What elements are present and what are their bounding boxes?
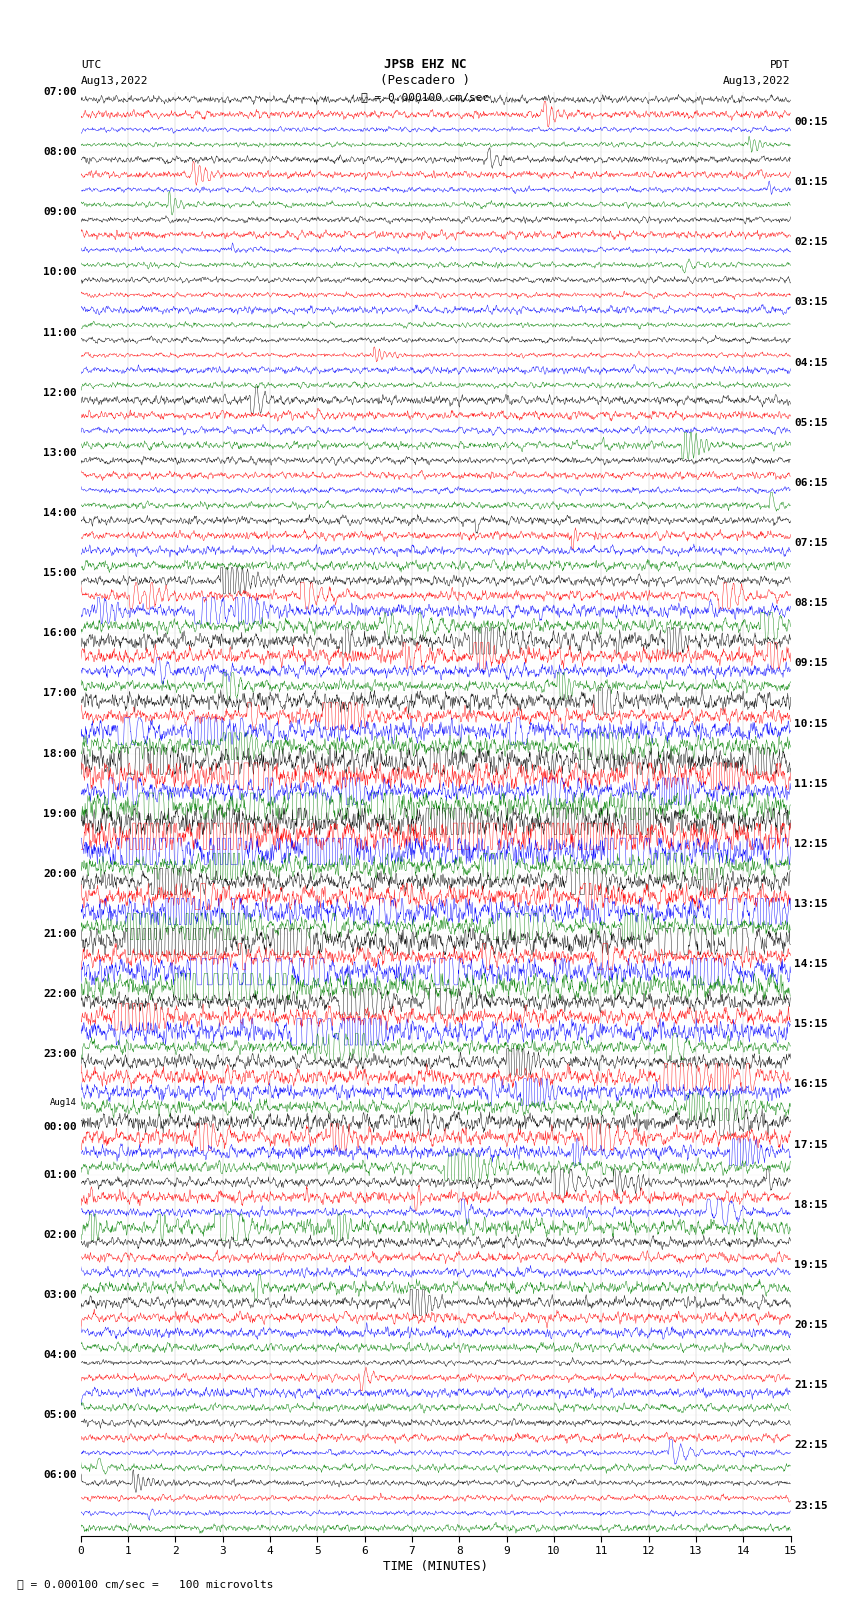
Text: 13:00: 13:00 xyxy=(43,448,77,458)
Text: 19:15: 19:15 xyxy=(794,1260,828,1269)
Text: 14:00: 14:00 xyxy=(43,508,77,518)
Text: 22:15: 22:15 xyxy=(794,1440,828,1450)
Text: 02:00: 02:00 xyxy=(43,1229,77,1240)
Text: 12:15: 12:15 xyxy=(794,839,828,848)
Text: 06:15: 06:15 xyxy=(794,477,828,487)
Text: 08:00: 08:00 xyxy=(43,147,77,156)
Text: 03:00: 03:00 xyxy=(43,1290,77,1300)
Text: (Pescadero ): (Pescadero ) xyxy=(380,74,470,87)
Text: JPSB EHZ NC: JPSB EHZ NC xyxy=(383,58,467,71)
Text: 12:00: 12:00 xyxy=(43,387,77,398)
Text: 11:15: 11:15 xyxy=(794,779,828,789)
Text: 00:15: 00:15 xyxy=(794,118,828,127)
Text: 03:15: 03:15 xyxy=(794,297,828,308)
Text: 05:15: 05:15 xyxy=(794,418,828,427)
Text: 04:00: 04:00 xyxy=(43,1350,77,1360)
Text: 05:00: 05:00 xyxy=(43,1410,77,1421)
Text: 20:00: 20:00 xyxy=(43,869,77,879)
Text: 16:15: 16:15 xyxy=(794,1079,828,1089)
X-axis label: TIME (MINUTES): TIME (MINUTES) xyxy=(383,1560,488,1573)
Text: Aug13,2022: Aug13,2022 xyxy=(723,76,791,85)
Text: 23:00: 23:00 xyxy=(43,1050,77,1060)
Text: 19:00: 19:00 xyxy=(43,808,77,819)
Text: 15:15: 15:15 xyxy=(794,1019,828,1029)
Text: 09:15: 09:15 xyxy=(794,658,828,668)
Text: 18:00: 18:00 xyxy=(43,748,77,758)
Text: PDT: PDT xyxy=(770,60,790,69)
Text: 07:00: 07:00 xyxy=(43,87,77,97)
Text: 06:00: 06:00 xyxy=(43,1471,77,1481)
Text: UTC: UTC xyxy=(81,60,101,69)
Text: ⏐ = 0.000100 cm/sec: ⏐ = 0.000100 cm/sec xyxy=(361,92,489,102)
Text: ⏐ = 0.000100 cm/sec =   100 microvolts: ⏐ = 0.000100 cm/sec = 100 microvolts xyxy=(17,1579,274,1589)
Text: 00:00: 00:00 xyxy=(43,1121,77,1132)
Text: 09:00: 09:00 xyxy=(43,206,77,218)
Text: 02:15: 02:15 xyxy=(794,237,828,247)
Text: 14:15: 14:15 xyxy=(794,960,828,969)
Text: 18:15: 18:15 xyxy=(794,1200,828,1210)
Text: Aug14: Aug14 xyxy=(50,1098,77,1107)
Text: 15:00: 15:00 xyxy=(43,568,77,577)
Text: 08:15: 08:15 xyxy=(794,598,828,608)
Text: 13:15: 13:15 xyxy=(794,898,828,910)
Text: 10:00: 10:00 xyxy=(43,268,77,277)
Text: 01:00: 01:00 xyxy=(43,1169,77,1179)
Text: 01:15: 01:15 xyxy=(794,177,828,187)
Text: Aug13,2022: Aug13,2022 xyxy=(81,76,148,85)
Text: 17:00: 17:00 xyxy=(43,689,77,698)
Text: 17:15: 17:15 xyxy=(794,1140,828,1150)
Text: 20:15: 20:15 xyxy=(794,1319,828,1331)
Text: 21:00: 21:00 xyxy=(43,929,77,939)
Text: 04:15: 04:15 xyxy=(794,358,828,368)
Text: 10:15: 10:15 xyxy=(794,718,828,729)
Text: 16:00: 16:00 xyxy=(43,629,77,639)
Text: 07:15: 07:15 xyxy=(794,539,828,548)
Text: 11:00: 11:00 xyxy=(43,327,77,337)
Text: 21:15: 21:15 xyxy=(794,1381,828,1390)
Text: 22:00: 22:00 xyxy=(43,989,77,998)
Text: 23:15: 23:15 xyxy=(794,1500,828,1510)
